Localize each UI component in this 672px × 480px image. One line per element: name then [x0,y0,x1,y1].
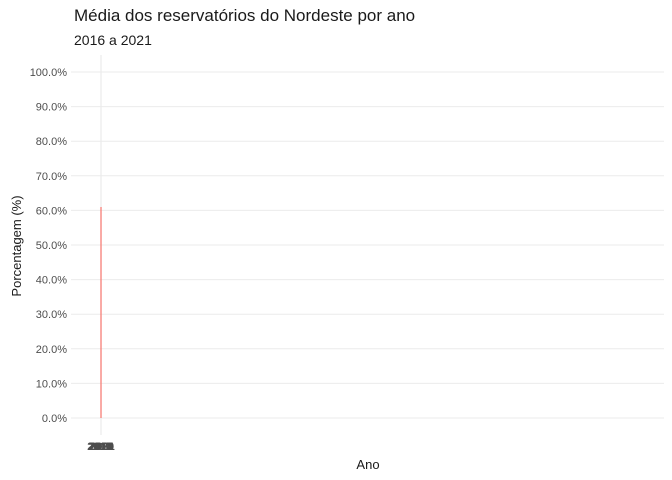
y-tick-label: 0.0% [42,413,67,425]
x-tick-label: 2020 [90,441,114,453]
x-axis-title: Ano [356,457,379,472]
y-tick-label: 80.0% [36,136,67,148]
x-tick-label: 2019 [89,441,113,453]
y-axis-ticks: 0.0% 10.0% 20.0% 30.0% 40.0% 50.0% 60.0% 70.0% 8… [30,67,68,425]
chart-title: Média dos reservatórios do Nordeste por … [74,6,416,25]
y-tick-label: 70.0% [36,171,67,183]
y-tick-label: 50.0% [36,240,67,252]
x-tick-label: 2017 [88,441,112,453]
y-tick-label: 40.0% [36,275,67,287]
y-axis-title: Porcentagem (%) [9,195,24,296]
grid-lines [71,55,664,435]
x-tick-label: 2016 [87,441,111,453]
y-tick-label: 10.0% [36,378,67,390]
chart-subtitle: 2016 a 2021 [74,32,152,48]
y-tick-label: 100.0% [30,67,68,79]
y-tick-label: 90.0% [36,102,67,114]
y-tick-label: 20.0% [36,344,67,356]
y-tick-label: 60.0% [36,205,67,217]
y-tick-label: 30.0% [36,309,67,321]
x-tick-label: 2018 [88,441,112,453]
x-tick-label: 2021 [90,441,114,453]
